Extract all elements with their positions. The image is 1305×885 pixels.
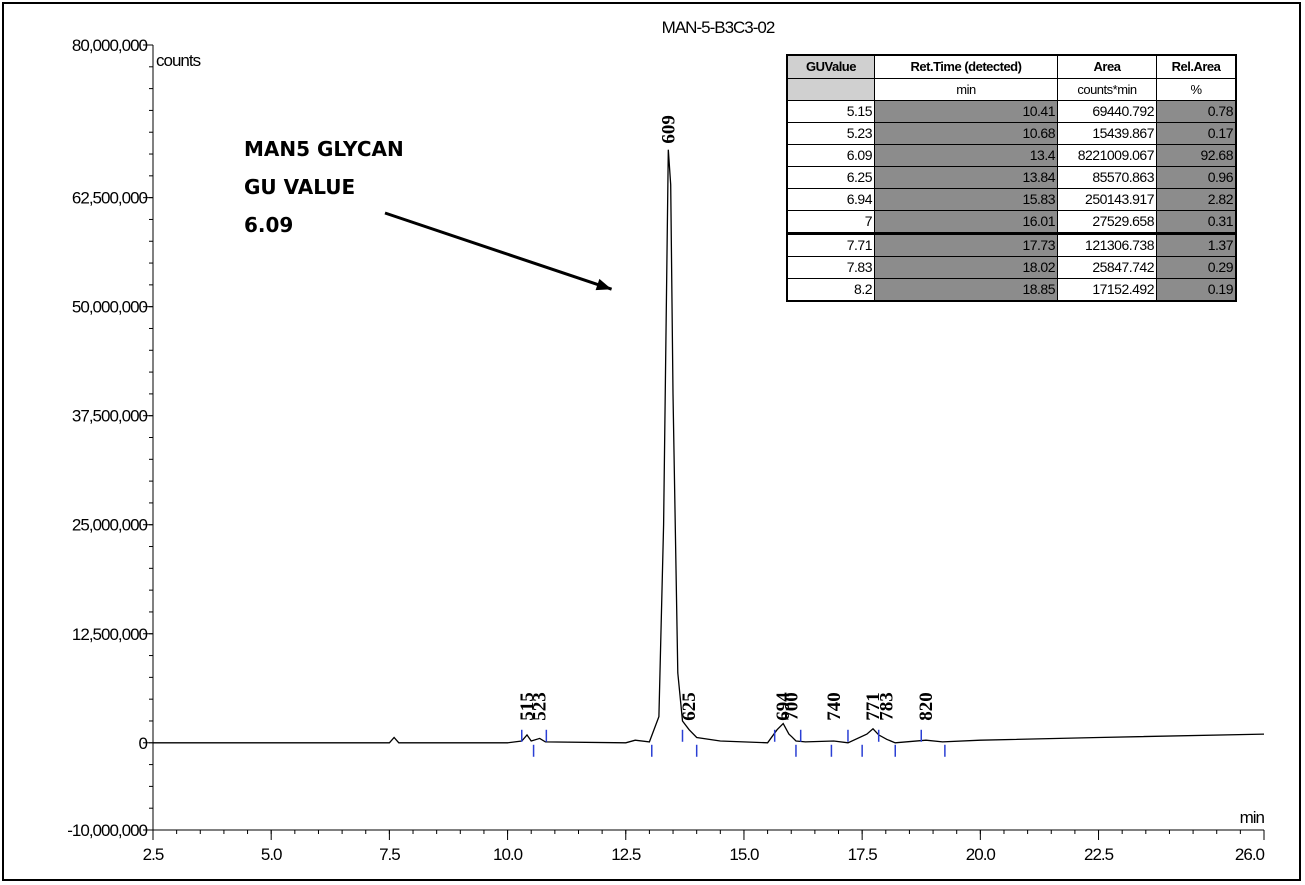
cell-area: 121306.738 bbox=[1057, 232, 1157, 257]
table-header-row: GUValue Ret.Time (detected) Area Rel.Are… bbox=[786, 54, 1237, 79]
header-rel-area: Rel.Area bbox=[1156, 54, 1237, 79]
peak-label-523: 523 bbox=[530, 692, 551, 721]
glycan-annotation: MAN5 GLYCAN GU VALUE 6.09 bbox=[244, 137, 404, 237]
cell-gu-value: 6.25 bbox=[786, 166, 875, 189]
x-tick-label: 15.0 bbox=[729, 845, 759, 864]
table-row: 6.09 13.4 8221009.067 92.68 bbox=[786, 144, 1237, 167]
unit-ret-time: min bbox=[874, 78, 1058, 101]
cell-rel-area: 0.19 bbox=[1156, 278, 1237, 302]
cell-gu-value: 7.83 bbox=[786, 256, 875, 279]
table-row: 8.2 18.85 17152.492 0.19 bbox=[786, 278, 1237, 302]
header-area: Area bbox=[1057, 54, 1157, 79]
x-tick-label: 10.0 bbox=[493, 845, 523, 864]
annotation-arrow bbox=[384, 211, 613, 291]
cell-rel-area: 2.82 bbox=[1156, 188, 1237, 211]
table-unit-row: min counts*min % bbox=[786, 78, 1237, 101]
table-row: 7.71 17.73 121306.738 1.37 bbox=[786, 232, 1237, 257]
table-row: 5.15 10.41 69440.792 0.78 bbox=[786, 100, 1237, 123]
cell-ret-time: 10.68 bbox=[874, 122, 1058, 145]
cell-gu-value: 6.94 bbox=[786, 188, 875, 211]
x-tick-label: 12.5 bbox=[611, 845, 641, 864]
annotation-line-3: 6.09 bbox=[244, 213, 293, 237]
peak-label-740: 740 bbox=[824, 692, 845, 721]
table-row: 6.25 13.84 85570.863 0.96 bbox=[786, 166, 1237, 189]
table-row: 5.23 10.68 15439.867 0.17 bbox=[786, 122, 1237, 145]
cell-gu-value: 5.15 bbox=[786, 100, 875, 123]
cell-area: 25847.742 bbox=[1057, 256, 1157, 279]
cell-gu-value: 7.71 bbox=[786, 232, 875, 257]
x-axis-label: min bbox=[1240, 808, 1265, 827]
cell-gu-value: 8.2 bbox=[786, 278, 875, 302]
unit-gu-value bbox=[786, 78, 875, 101]
y-tick-label: 0 bbox=[139, 734, 148, 753]
x-tick-label: 22.5 bbox=[1084, 845, 1114, 864]
peak-label-515: 515 bbox=[517, 692, 538, 721]
cell-ret-time: 18.85 bbox=[874, 278, 1058, 302]
y-tick-label: 37,500,000 bbox=[72, 407, 148, 426]
y-axis-label: counts bbox=[156, 51, 201, 70]
cell-area: 17152.492 bbox=[1057, 278, 1157, 302]
header-gu-value: GUValue bbox=[786, 54, 875, 79]
cell-rel-area: 1.37 bbox=[1156, 232, 1237, 257]
y-tick-label: 62,500,000 bbox=[72, 189, 148, 208]
peak-label-820: 820 bbox=[916, 692, 937, 721]
y-tick-label: 25,000,000 bbox=[72, 516, 148, 535]
y-tick-label: 80,000,000 bbox=[72, 36, 148, 55]
cell-ret-time: 13.84 bbox=[874, 166, 1058, 189]
x-tick-label: 26.0 bbox=[1235, 845, 1265, 864]
cell-area: 15439.867 bbox=[1057, 122, 1157, 145]
annotation-line-1: MAN5 GLYCAN bbox=[244, 137, 404, 161]
cell-area: 69440.792 bbox=[1057, 100, 1157, 123]
x-tick-label: 7.5 bbox=[379, 845, 400, 864]
peak-results-table: GUValue Ret.Time (detected) Area Rel.Are… bbox=[786, 54, 1237, 302]
cell-ret-time: 13.4 bbox=[874, 144, 1058, 167]
cell-area: 250143.917 bbox=[1057, 188, 1157, 211]
cell-area: 8221009.067 bbox=[1057, 144, 1157, 167]
cell-ret-time: 10.41 bbox=[874, 100, 1058, 123]
unit-area: counts*min bbox=[1057, 78, 1157, 101]
cell-area: 27529.658 bbox=[1057, 210, 1157, 234]
peak-label-609: 609 bbox=[658, 115, 679, 144]
x-tick-label: 17.5 bbox=[848, 845, 878, 864]
cell-gu-value: 7 bbox=[786, 210, 875, 234]
unit-rel-area: % bbox=[1156, 78, 1237, 101]
cell-rel-area: 0.96 bbox=[1156, 166, 1237, 189]
x-tick-label: 5.0 bbox=[261, 845, 282, 864]
cell-rel-area: 0.17 bbox=[1156, 122, 1237, 145]
y-tick-label: -10,000,000 bbox=[67, 821, 147, 840]
x-tick-label: 2.5 bbox=[143, 845, 164, 864]
cell-ret-time: 17.73 bbox=[874, 232, 1058, 257]
table-body: 5.15 10.41 69440.792 0.78 5.23 10.68 15439.867… bbox=[786, 100, 1237, 302]
cell-rel-area: 0.78 bbox=[1156, 100, 1237, 123]
cell-ret-time: 16.01 bbox=[874, 210, 1058, 234]
cell-area: 85570.863 bbox=[1057, 166, 1157, 189]
y-tick-label: 50,000,000 bbox=[72, 298, 148, 317]
x-tick-label: 20.0 bbox=[966, 845, 996, 864]
y-tick-label: 12,500,000 bbox=[72, 625, 148, 644]
chart-title: MAN-5-B3C3-02 bbox=[662, 18, 775, 37]
cell-rel-area: 0.31 bbox=[1156, 210, 1237, 234]
peak-label-625: 625 bbox=[679, 692, 700, 721]
table-row: 7 16.01 27529.658 0.31 bbox=[786, 210, 1237, 234]
annotation-line-2: GU VALUE bbox=[244, 175, 355, 199]
peak-label-694: 694 bbox=[773, 692, 794, 721]
header-ret-time: Ret.Time (detected) bbox=[874, 54, 1058, 79]
cell-gu-value: 5.23 bbox=[786, 122, 875, 145]
cell-ret-time: 15.83 bbox=[874, 188, 1058, 211]
cell-rel-area: 0.29 bbox=[1156, 256, 1237, 279]
peak-label-700: 700 bbox=[782, 692, 803, 721]
cell-ret-time: 18.02 bbox=[874, 256, 1058, 279]
annotation-arrowhead bbox=[595, 278, 612, 291]
cell-rel-area: 92.68 bbox=[1156, 144, 1237, 167]
peak-label-783: 783 bbox=[877, 692, 898, 721]
peak-label-771: 771 bbox=[863, 692, 884, 721]
table-row: 7.83 18.02 25847.742 0.29 bbox=[786, 256, 1237, 279]
table-row: 6.94 15.83 250143.917 2.82 bbox=[786, 188, 1237, 211]
cell-gu-value: 6.09 bbox=[786, 144, 875, 167]
